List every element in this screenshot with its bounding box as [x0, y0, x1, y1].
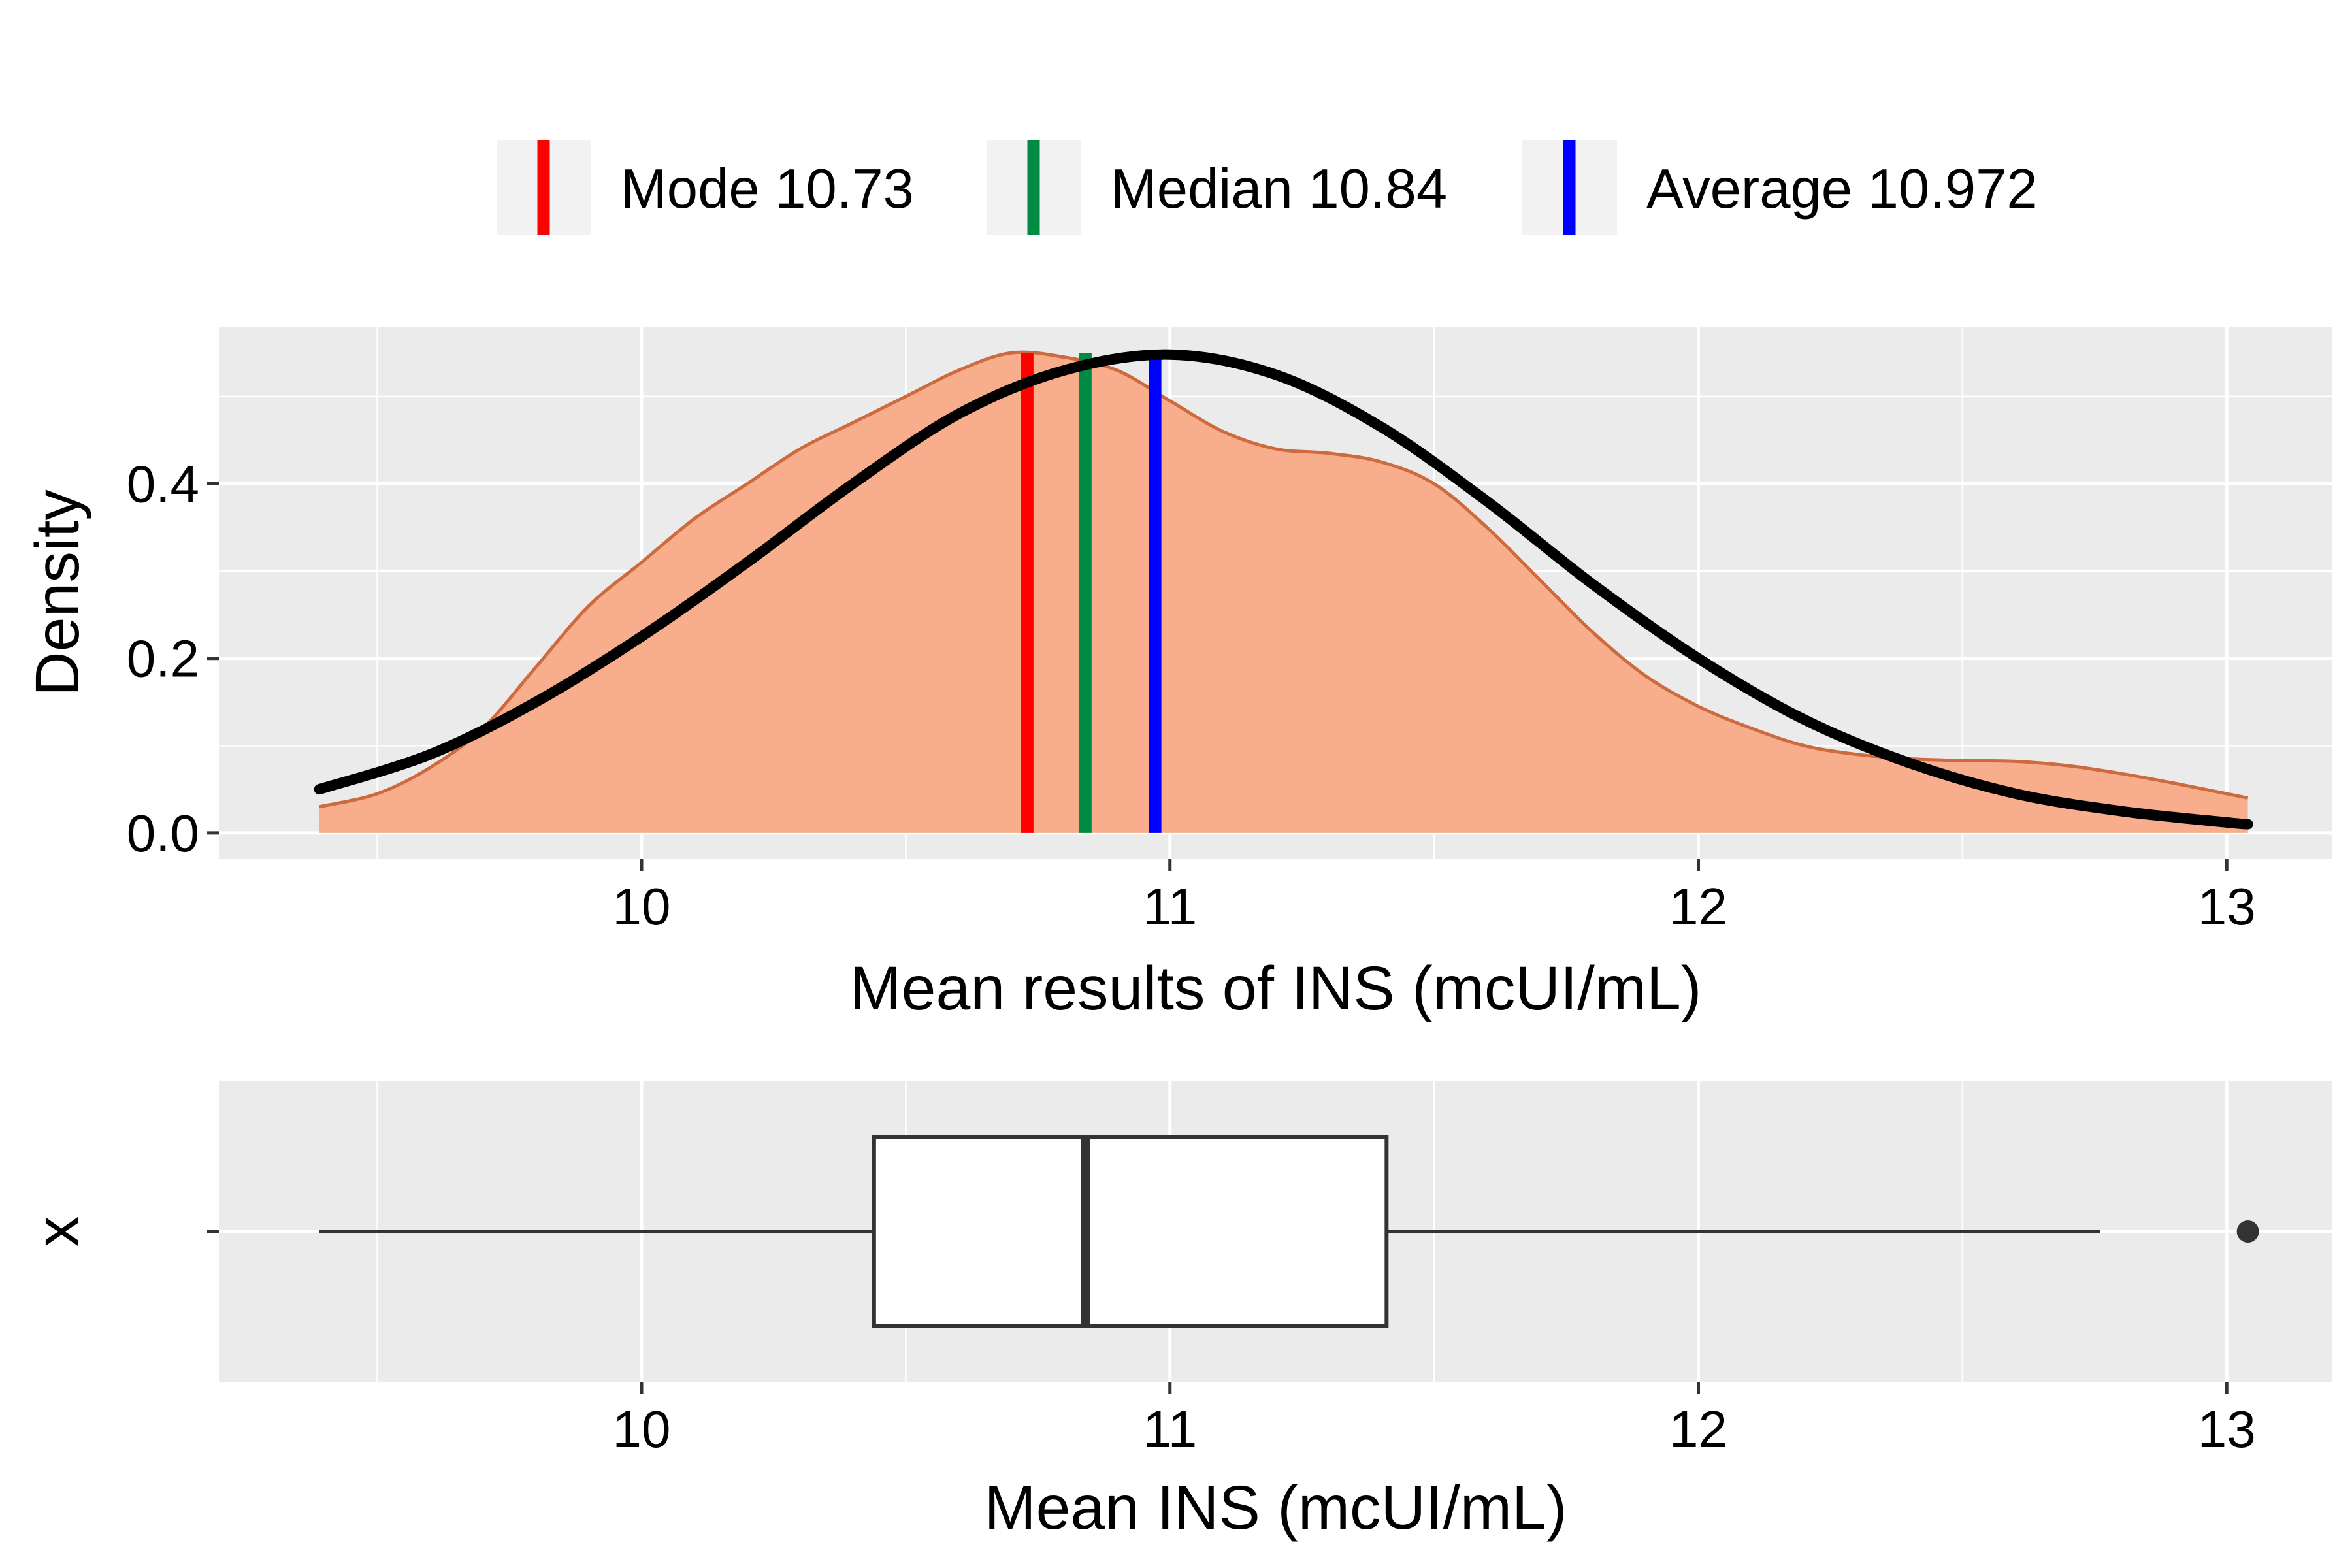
x-tick-label: 12: [1669, 877, 1727, 936]
y-tick-label: 0.0: [127, 804, 199, 862]
x-tick-label: 12: [1669, 1400, 1727, 1458]
x-tick-label: 13: [2198, 877, 2256, 936]
x-tick-label: 10: [613, 1400, 671, 1458]
legend: Mode 10.73 Median 10.84 Average 10.972: [497, 140, 2038, 235]
density-panel-axes: 10 11 12 13 0.0 0.2 0.4: [127, 455, 2256, 936]
legend-label-median: Median 10.84: [1111, 158, 1447, 220]
iqr-box: [872, 1135, 1389, 1328]
x-tick-label: 13: [2198, 1400, 2256, 1458]
boxplot-x-axis-title: Mean INS (mcUI/mL): [984, 1473, 1567, 1543]
x-tick-label: 10: [613, 877, 671, 936]
normal-curve-line: [314, 349, 2253, 830]
boxplot-panel-axes: 10 11 12 13: [207, 1230, 2256, 1458]
density-area: [319, 352, 2248, 833]
x-tick-label: 11: [1143, 877, 1197, 936]
density-y-axis-title: Density: [23, 489, 92, 696]
legend-label-average: Average 10.972: [1646, 158, 2038, 220]
y-tick-label: 0.2: [127, 630, 199, 688]
legend-label-mode: Mode 10.73: [621, 158, 914, 220]
y-tick-label: 0.4: [127, 455, 199, 513]
reference-lines: [1021, 353, 1162, 833]
density-x-axis-title: Mean results of INS (mcUI/mL): [850, 954, 1702, 1023]
boxplot-y-axis-title: x: [23, 1216, 92, 1247]
x-tick-label: 11: [1143, 1400, 1197, 1458]
boxplot: [319, 1135, 2259, 1328]
outlier-point: [2236, 1220, 2259, 1243]
